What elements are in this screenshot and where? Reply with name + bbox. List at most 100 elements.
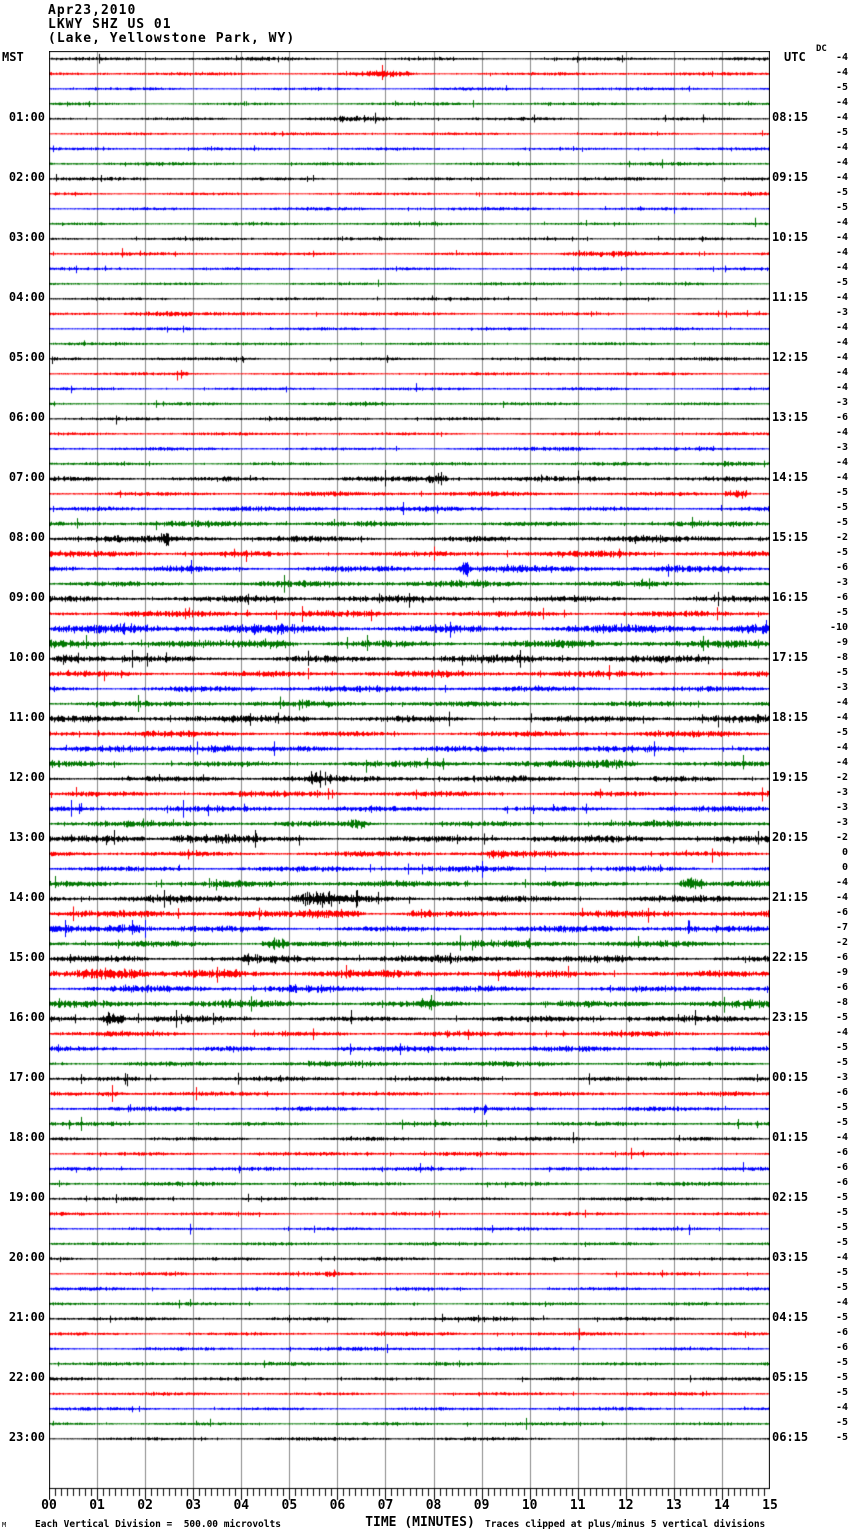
dc-offset-value: -4 [835, 157, 848, 168]
dc-offset-value: -4 [835, 217, 848, 228]
utc-time-label: 23:15 [772, 1010, 809, 1024]
dc-offset-value: -4 [835, 712, 848, 723]
dc-offset-value: -5 [835, 1117, 848, 1128]
dc-offset-value: -4 [835, 757, 848, 768]
dc-offset-value: -5 [835, 127, 848, 138]
dc-offset-value: 0 [841, 847, 848, 858]
mst-time-label: 22:00 [8, 1370, 45, 1384]
utc-time-label: 01:15 [772, 1130, 809, 1144]
utc-time-label: 00:15 [772, 1070, 809, 1084]
dc-offset-value: -6 [835, 1162, 848, 1173]
minute-tick-label: 12 [617, 1498, 634, 1513]
dc-offset-value: -5 [835, 1372, 848, 1383]
utc-time-label: 08:15 [772, 110, 809, 124]
dc-offset-value: -2 [835, 532, 848, 543]
mst-time-label: 01:00 [8, 110, 45, 124]
minute-tick-label: 07 [377, 1498, 394, 1513]
dc-offset-value: -6 [835, 1147, 848, 1158]
dc-offset-value: -2 [835, 772, 848, 783]
utc-time-label: 10:15 [772, 230, 809, 244]
dc-offset-value: -5 [835, 1432, 848, 1443]
mst-time-label: 08:00 [8, 530, 45, 544]
dc-offset-value: -6 [835, 592, 848, 603]
utc-time-label: 15:15 [772, 530, 809, 544]
dc-offset-value: -6 [835, 1342, 848, 1353]
dc-offset-value: -6 [835, 982, 848, 993]
dc-offset-value: -4 [835, 697, 848, 708]
dc-offset-value: -6 [835, 412, 848, 423]
mst-time-label: 02:00 [8, 170, 45, 184]
minute-tick-label: 06 [329, 1498, 346, 1513]
dc-offset-value: -4 [835, 142, 848, 153]
dc-offset-value: -4 [835, 247, 848, 258]
dc-offset-value: -4 [835, 1027, 848, 1038]
dc-offset-value: -4 [835, 1297, 848, 1308]
dc-offset-value: -4 [835, 322, 848, 333]
dc-offset-value: -5 [835, 1417, 848, 1428]
dc-offset-value: -5 [835, 202, 848, 213]
dc-offset-value: -5 [835, 187, 848, 198]
watermark: M [2, 1521, 7, 1529]
utc-time-label: 12:15 [772, 350, 809, 364]
dc-offset-value: -5 [835, 727, 848, 738]
dc-offset-value: -6 [835, 562, 848, 573]
mst-time-label: 13:00 [8, 830, 45, 844]
seismogram-canvas [49, 51, 770, 1501]
vertical-division-note: Each Vertical Division = 500.00 microvol… [35, 1519, 281, 1530]
dc-offset-value: -4 [835, 97, 848, 108]
dc-offset-value: -5 [835, 547, 848, 558]
dc-offset-value: -6 [835, 1087, 848, 1098]
dc-offset-value: -3 [835, 817, 848, 828]
dc-offset-value: -3 [835, 802, 848, 813]
dc-offset-value: -4 [835, 337, 848, 348]
dc-offset-value: -7 [835, 922, 848, 933]
dc-offset-value: -5 [835, 502, 848, 513]
utc-time-label: 09:15 [772, 170, 809, 184]
utc-time-label: 03:15 [772, 1250, 809, 1264]
utc-time-label: 20:15 [772, 830, 809, 844]
dc-offset-value: -4 [835, 52, 848, 63]
utc-time-label: 11:15 [772, 290, 809, 304]
utc-time-label: 22:15 [772, 950, 809, 964]
dc-offset-value: -4 [835, 742, 848, 753]
dc-offset-value: -6 [835, 952, 848, 963]
dc-offset-value: -5 [835, 1387, 848, 1398]
minute-tick-label: 01 [89, 1498, 105, 1513]
dc-offset-value: -4 [835, 67, 848, 78]
dc-offset-value: -5 [835, 1207, 848, 1218]
mst-time-label: 14:00 [8, 890, 45, 904]
mst-time-label: 07:00 [8, 470, 45, 484]
utc-time-label: 19:15 [772, 770, 809, 784]
dc-offset-value: -4 [835, 382, 848, 393]
minute-tick-label: 10 [521, 1498, 538, 1513]
dc-offset-value: -5 [835, 1012, 848, 1023]
minute-tick-label: 11 [569, 1498, 586, 1513]
station-label: LKWY SHZ US 01 [48, 17, 172, 32]
dc-offset-value: -4 [835, 427, 848, 438]
minute-tick-label: 00 [41, 1498, 57, 1513]
dc-offset-value: -9 [835, 637, 848, 648]
dc-offset-value: -3 [835, 1072, 848, 1083]
utc-time-label: 13:15 [772, 410, 809, 424]
utc-time-label: 18:15 [772, 710, 809, 724]
minute-tick-label: 03 [185, 1498, 202, 1513]
mst-time-label: 06:00 [8, 410, 45, 424]
mst-time-label: 12:00 [8, 770, 45, 784]
utc-time-label: 02:15 [772, 1190, 809, 1204]
dc-offset-value: -9 [835, 967, 848, 978]
dc-offset-value: -4 [835, 172, 848, 183]
dc-offset-value: -8 [835, 997, 848, 1008]
x-axis-title: TIME (MINUTES) [365, 1515, 475, 1530]
utc-time-label: 05:15 [772, 1370, 809, 1384]
utc-time-label: 16:15 [772, 590, 809, 604]
dc-offset-value: -3 [835, 682, 848, 693]
mst-time-label: 04:00 [8, 290, 45, 304]
mst-time-label: 05:00 [8, 350, 45, 364]
dc-offset-value: -3 [835, 442, 848, 453]
dc-offset-value: -5 [835, 487, 848, 498]
dc-offset-value: -4 [835, 367, 848, 378]
dc-offset-value: -5 [835, 82, 848, 93]
dc-offset-value: -6 [835, 1177, 848, 1188]
mst-time-label: 21:00 [8, 1310, 45, 1324]
